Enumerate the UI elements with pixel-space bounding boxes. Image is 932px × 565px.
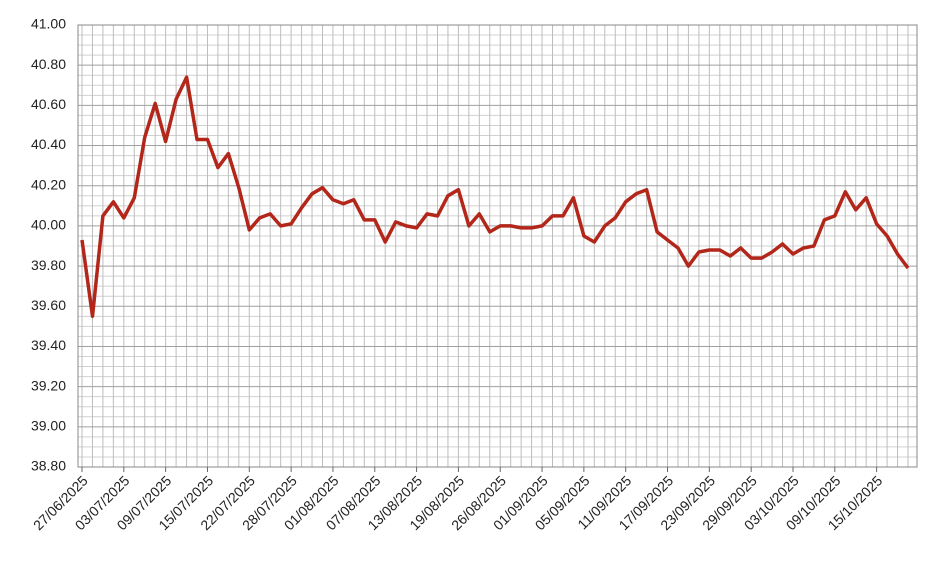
y-tick-label: 39.80 xyxy=(31,257,66,273)
y-tick-label: 38.80 xyxy=(31,458,66,474)
y-tick-label: 39.00 xyxy=(31,418,66,434)
y-tick-label: 40.60 xyxy=(31,96,66,112)
y-tick-label: 39.40 xyxy=(31,337,66,353)
y-tick-label: 40.80 xyxy=(31,56,66,72)
y-tick-label: 40.00 xyxy=(31,217,66,233)
plot-border xyxy=(77,24,918,468)
y-tick-label: 39.60 xyxy=(31,297,66,313)
y-tick-label: 41.00 xyxy=(31,16,66,32)
y-tick-label: 40.40 xyxy=(31,136,66,152)
line-series xyxy=(80,75,910,319)
y-tick-label: 40.20 xyxy=(31,176,66,192)
y-tick-label: 39.20 xyxy=(31,377,66,393)
